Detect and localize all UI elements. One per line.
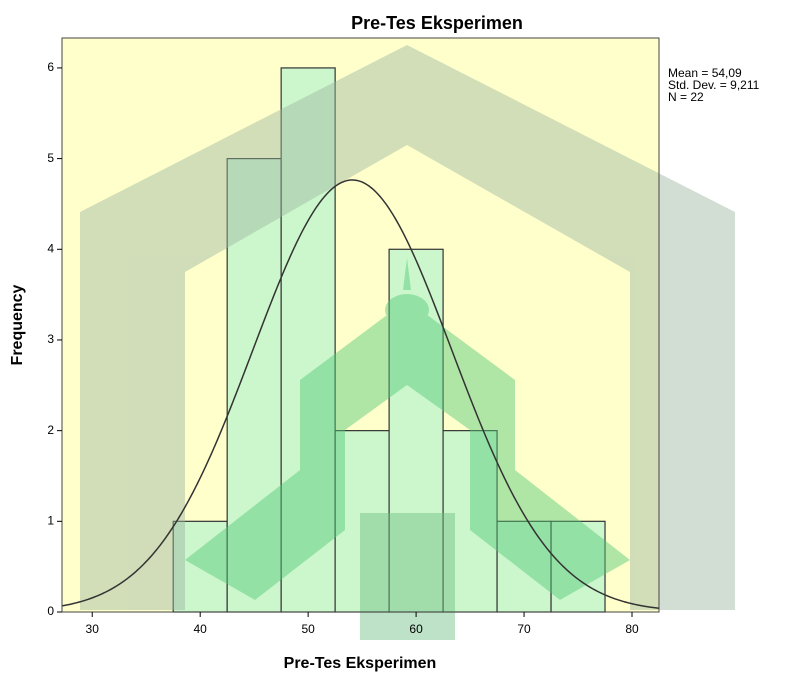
y-tick-label: 1 <box>47 513 54 527</box>
x-tick-label: 60 <box>409 622 423 636</box>
y-tick-label: 3 <box>47 332 54 346</box>
y-tick-label: 0 <box>47 604 54 618</box>
y-tick-label: 5 <box>47 151 54 165</box>
y-tick-label: 4 <box>47 241 54 255</box>
y-axis-title: Frequency <box>9 284 26 365</box>
watermark-door <box>360 513 455 640</box>
y-tick-label: 6 <box>47 60 54 74</box>
y-tick-label: 2 <box>47 423 54 437</box>
stat-n: N = 22 <box>668 90 704 104</box>
x-tick-label: 40 <box>194 622 208 636</box>
x-tick-label: 70 <box>517 622 531 636</box>
x-axis-title: Pre-Tes Eksperimen <box>284 655 437 672</box>
x-tick-label: 80 <box>625 622 639 636</box>
watermark-dome <box>385 294 429 326</box>
x-tick-label: 30 <box>86 622 100 636</box>
x-tick-label: 50 <box>301 622 315 636</box>
page: {"chart_data": {"type": "histogram", "ti… <box>0 0 787 673</box>
chart-title: Pre-Tes Eksperimen <box>351 13 523 33</box>
chart: 0 1 2 3 4 5 6 30 40 50 60 70 80 Pre-Tes Eksperimen P… <box>0 0 787 673</box>
